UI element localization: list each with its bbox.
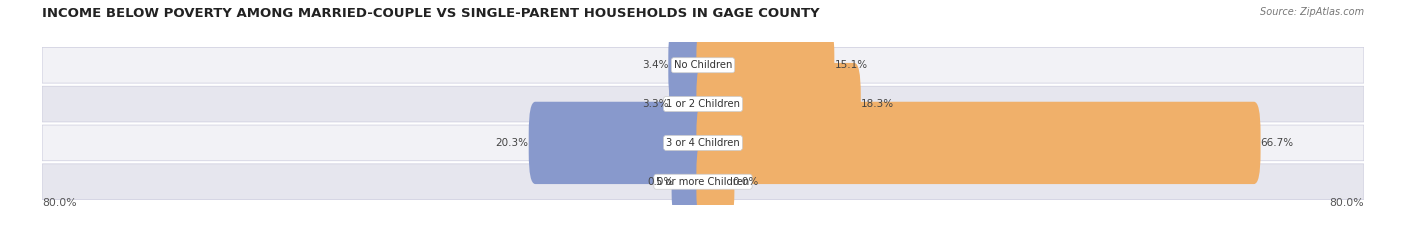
Text: 80.0%: 80.0%: [1329, 199, 1364, 209]
FancyBboxPatch shape: [42, 125, 1364, 161]
FancyBboxPatch shape: [696, 102, 1261, 184]
FancyBboxPatch shape: [672, 140, 710, 223]
Text: 0.0%: 0.0%: [648, 177, 673, 187]
Text: 15.1%: 15.1%: [834, 60, 868, 70]
FancyBboxPatch shape: [42, 86, 1364, 122]
Text: Source: ZipAtlas.com: Source: ZipAtlas.com: [1260, 7, 1364, 17]
FancyBboxPatch shape: [669, 63, 710, 145]
Text: 0.0%: 0.0%: [733, 177, 758, 187]
FancyBboxPatch shape: [696, 63, 860, 145]
FancyBboxPatch shape: [529, 102, 710, 184]
Text: INCOME BELOW POVERTY AMONG MARRIED-COUPLE VS SINGLE-PARENT HOUSEHOLDS IN GAGE CO: INCOME BELOW POVERTY AMONG MARRIED-COUPL…: [42, 7, 820, 20]
Text: 20.3%: 20.3%: [496, 138, 529, 148]
Text: 1 or 2 Children: 1 or 2 Children: [666, 99, 740, 109]
FancyBboxPatch shape: [668, 24, 710, 106]
Text: No Children: No Children: [673, 60, 733, 70]
Text: 80.0%: 80.0%: [42, 199, 77, 209]
FancyBboxPatch shape: [696, 24, 834, 106]
FancyBboxPatch shape: [696, 140, 734, 223]
Text: 18.3%: 18.3%: [860, 99, 894, 109]
Text: 3.3%: 3.3%: [643, 99, 669, 109]
Text: 3 or 4 Children: 3 or 4 Children: [666, 138, 740, 148]
Text: 5 or more Children: 5 or more Children: [657, 177, 749, 187]
Text: 66.7%: 66.7%: [1261, 138, 1294, 148]
Text: 3.4%: 3.4%: [641, 60, 668, 70]
FancyBboxPatch shape: [42, 164, 1364, 200]
FancyBboxPatch shape: [42, 47, 1364, 83]
